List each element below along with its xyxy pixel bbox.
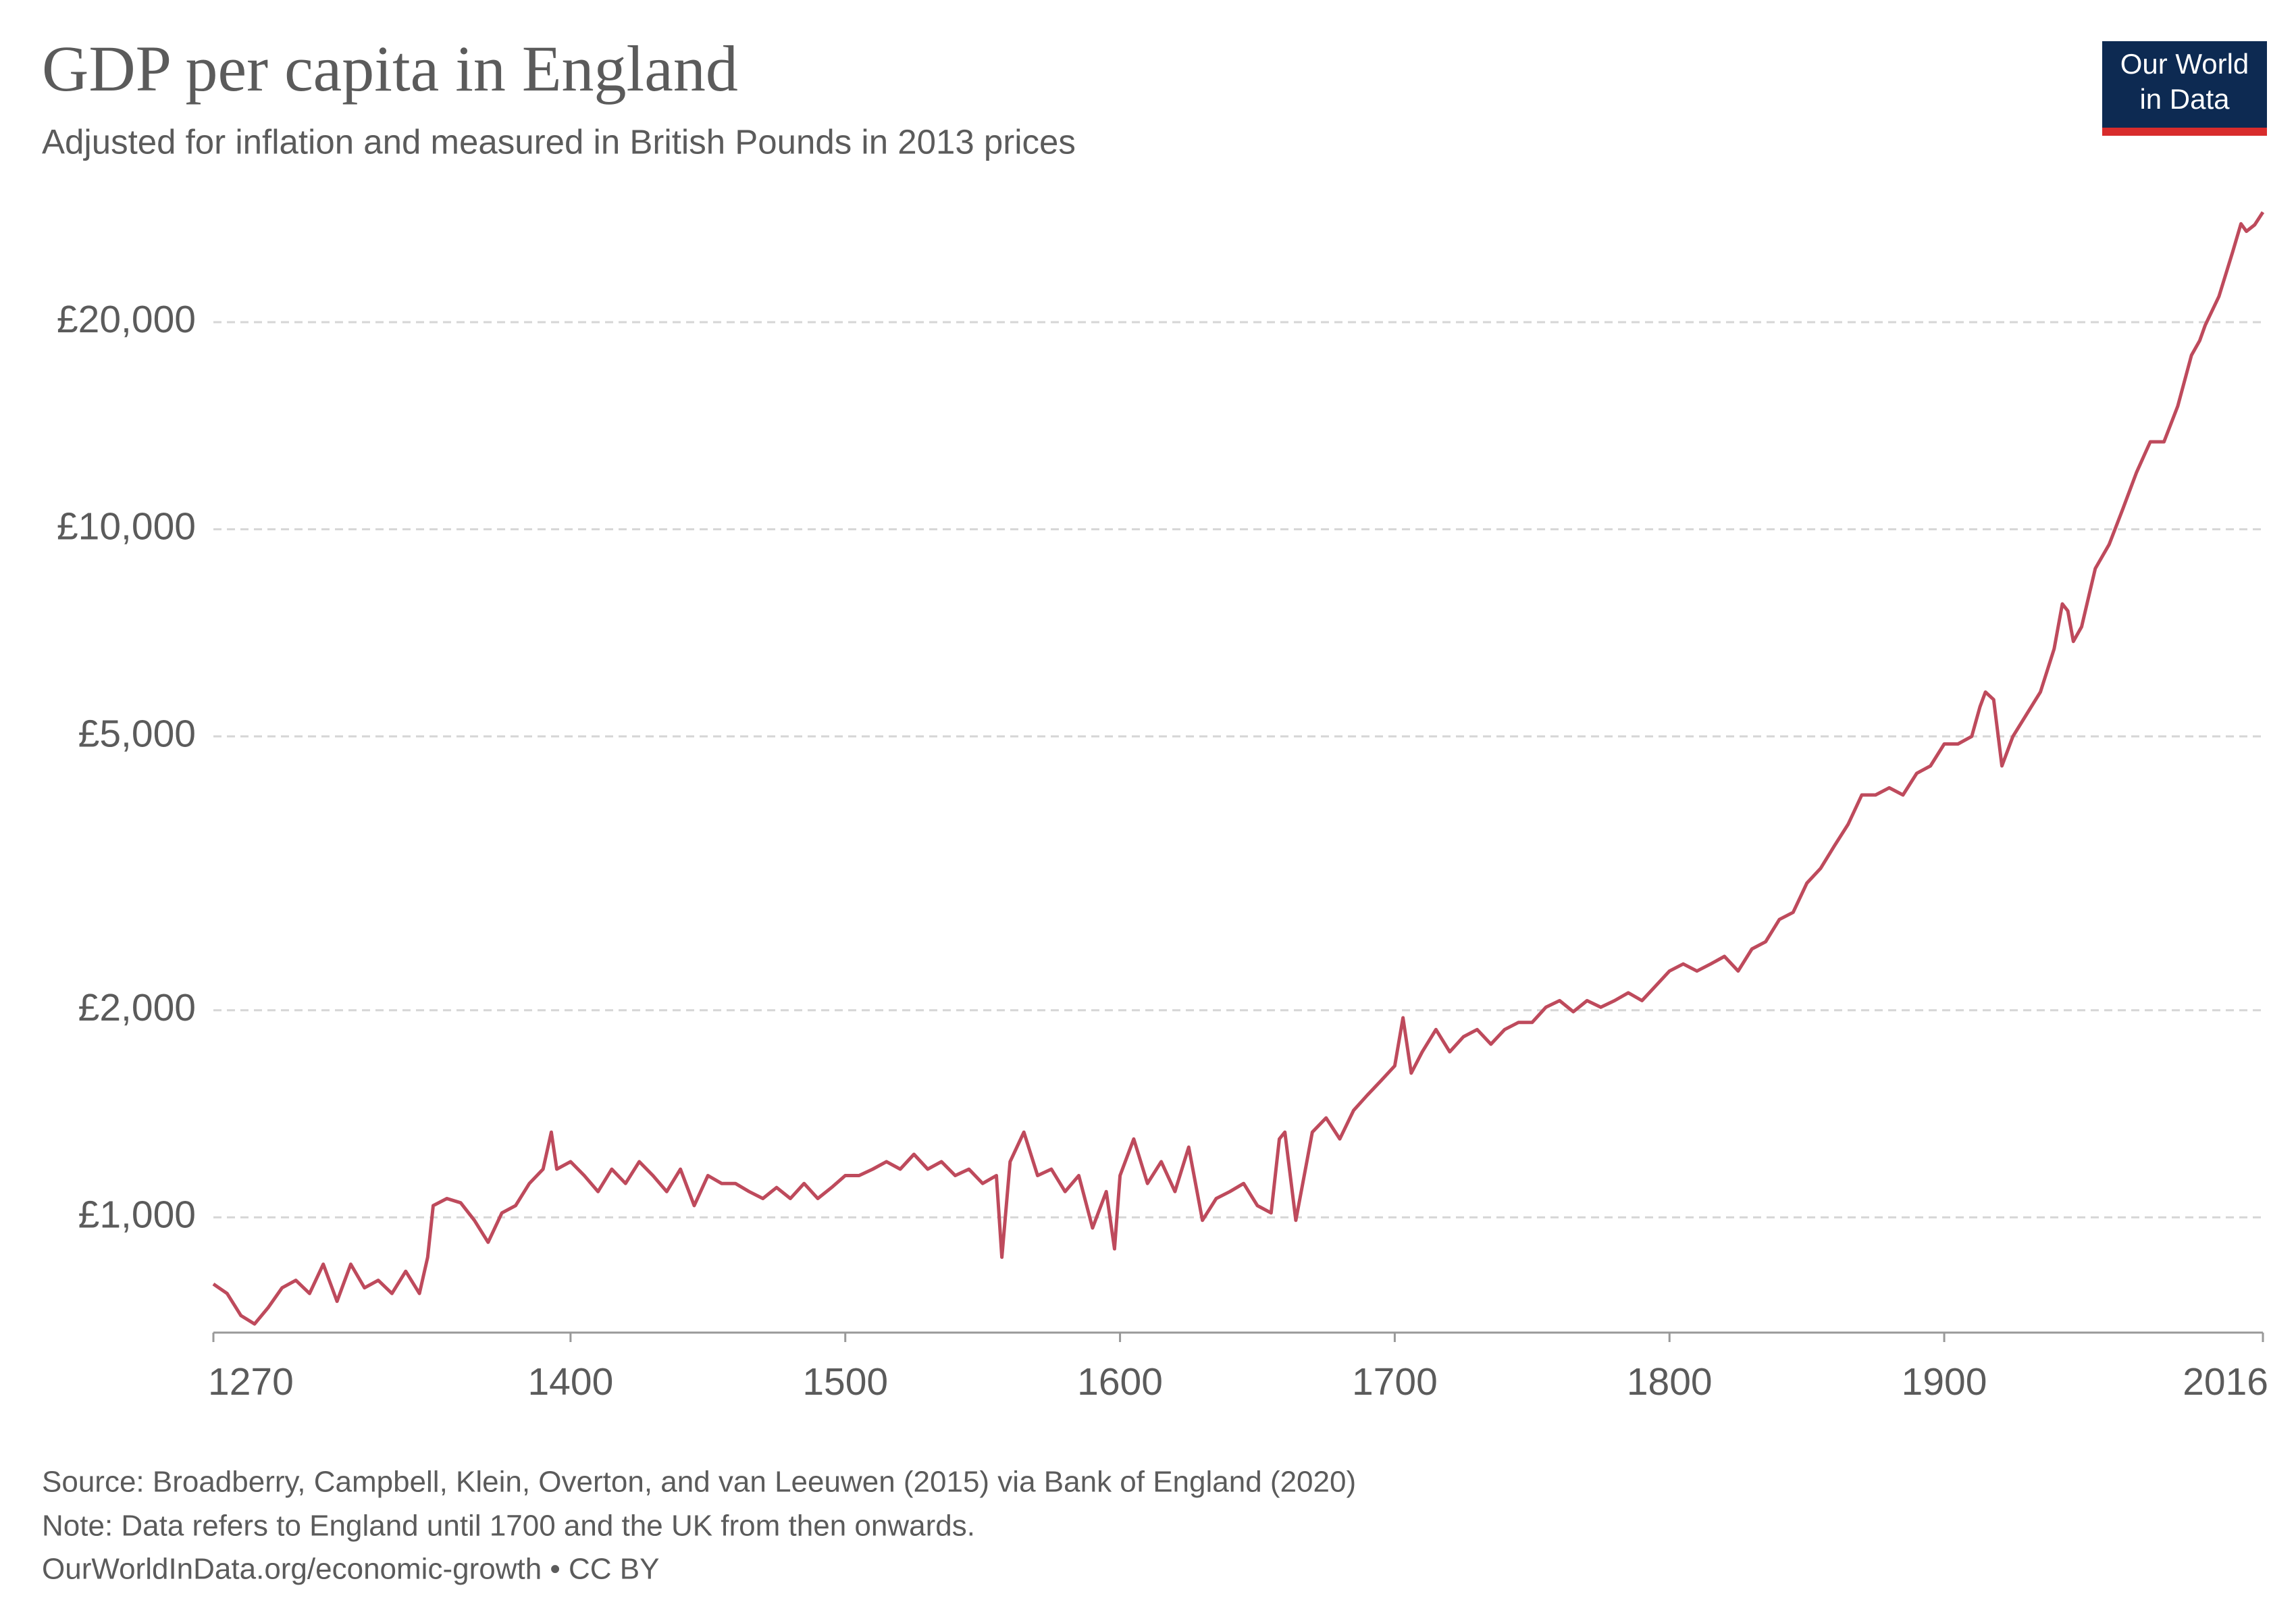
footnote: Note: Data refers to England until 1700 … bbox=[42, 1510, 975, 1543]
logo: Our World in Data bbox=[2102, 41, 2267, 136]
data-line bbox=[212, 211, 2265, 1326]
chart-title: GDP per capita in England bbox=[42, 32, 738, 105]
y-tick-label: £10,000 bbox=[57, 505, 196, 548]
source-note: Source: Broadberry, Campbell, Klein, Ove… bbox=[42, 1466, 1356, 1499]
x-tick-label: 1270 bbox=[208, 1360, 294, 1404]
y-tick-label: £20,000 bbox=[57, 298, 196, 341]
logo-bar bbox=[2102, 128, 2267, 136]
y-tick-label: £5,000 bbox=[78, 712, 196, 755]
x-tick-label: 1900 bbox=[1902, 1360, 1987, 1404]
x-tick-label: 1600 bbox=[1077, 1360, 1163, 1404]
x-tick-label: 1800 bbox=[1627, 1360, 1713, 1404]
x-tick-label: 1400 bbox=[527, 1360, 613, 1404]
logo-text: Our World bbox=[2120, 48, 2249, 80]
x-tick-label: 1700 bbox=[1352, 1360, 1438, 1404]
y-tick-label: £1,000 bbox=[78, 1193, 196, 1236]
y-tick-label: £2,000 bbox=[78, 986, 196, 1029]
url-license: OurWorldInData.org/economic-growth • CC … bbox=[42, 1553, 659, 1586]
logo-text: in Data bbox=[2139, 83, 2230, 115]
x-tick-label: 1500 bbox=[802, 1360, 888, 1404]
x-tick-label: 2016 bbox=[2183, 1360, 2268, 1404]
logo-box bbox=[2102, 41, 2267, 128]
chart-subtitle: Adjusted for inflation and measured in B… bbox=[42, 122, 1076, 161]
